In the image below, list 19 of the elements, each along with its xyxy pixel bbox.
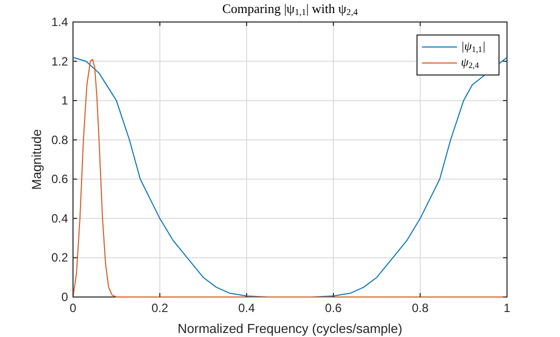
chart-title: Comparing |ψ$_{1,1}$| with ψ$_{2,4}$ [222, 1, 358, 17]
y-tick-label: 0.8 [51, 132, 68, 147]
y-tick-label: 0.4 [51, 211, 68, 226]
y-tick-label: 0 [61, 290, 68, 304]
y-axis-title: Magnitude [29, 129, 44, 190]
x-tick-label: 0.2 [151, 301, 168, 315]
x-tick-label: 0.8 [412, 301, 429, 315]
x-tick-label: 0.4 [238, 301, 256, 315]
legend-label: |ψ$_{1,1}$| [461, 39, 486, 54]
y-tick-label: 1.2 [51, 54, 68, 68]
y-tick-label: 1.4 [51, 15, 68, 29]
x-tick-label: 0 [70, 301, 77, 315]
x-axis-title: Normalized Frequency (cycles/sample) [178, 321, 402, 336]
legend-label: ψ$_{2,4}$ [461, 55, 480, 70]
y-tick-label: 1 [61, 94, 68, 108]
x-tick-label: 1 [504, 301, 511, 315]
x-tick-label: 0.6 [325, 301, 342, 315]
y-tick-label: 0.2 [51, 250, 68, 265]
y-tick-label: 0.6 [51, 172, 68, 186]
